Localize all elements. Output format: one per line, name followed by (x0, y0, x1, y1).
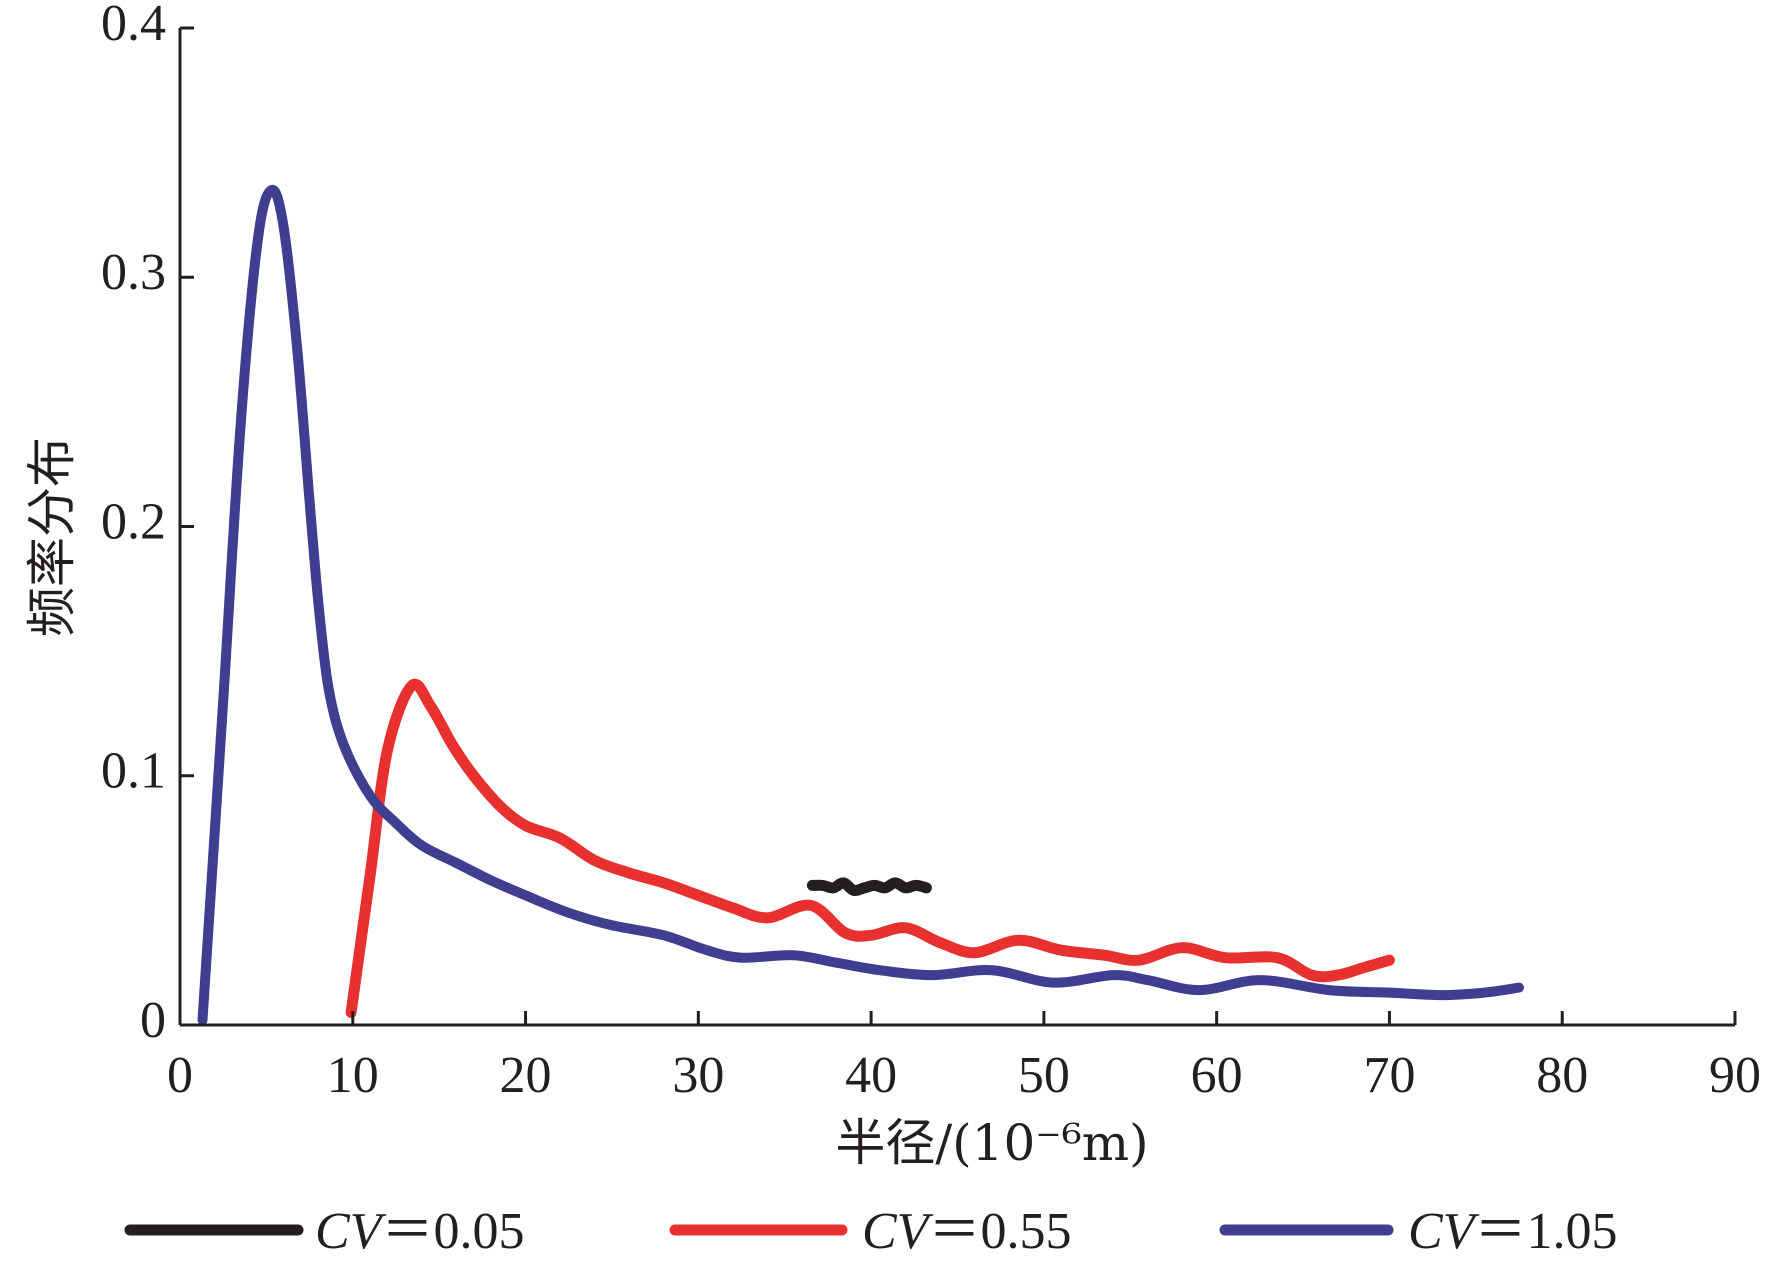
x-tick-label: 60 (1191, 1047, 1243, 1104)
legend: CV＝0.05 CV＝0.55 CV＝1.05 (124, 1203, 1617, 1260)
x-tick-label: 0 (167, 1047, 193, 1104)
legend-item: CV＝0.05 (124, 1203, 524, 1260)
legend-label: CV＝0.05 (315, 1203, 524, 1260)
series-line-1 (806, 877, 932, 897)
x-tick-label: 40 (845, 1047, 897, 1104)
x-tick-label: 20 (500, 1047, 552, 1104)
legend-item: CV＝0.55 (669, 1203, 1071, 1260)
legend-label: CV＝0.55 (862, 1203, 1071, 1260)
x-tick-label: 80 (1536, 1047, 1588, 1104)
y-tick-label: 0 (140, 992, 166, 1049)
y-tick-label: 0.1 (101, 743, 166, 800)
y-tick-label: 0.2 (101, 493, 166, 550)
x-tick-label: 30 (672, 1047, 724, 1104)
x-tick-label: 90 (1709, 1047, 1761, 1104)
series-line-3 (197, 184, 1524, 1025)
x-tick-label: 70 (1363, 1047, 1415, 1104)
legend-item: CV＝1.05 (1219, 1203, 1617, 1260)
x-tick-label: 10 (327, 1047, 379, 1104)
y-axis-title: 频率分布 (23, 437, 81, 637)
x-tick-label: 50 (1018, 1047, 1070, 1104)
axis-layer: 0 10 20 30 40 50 60 70 80 90 0 0.1 0.2 0.3 0.4 (101, 0, 1761, 1104)
x-axis-title: 半径/(10⁻⁶m) (835, 1114, 1148, 1172)
y-tick-label: 0.4 (101, 0, 166, 52)
legend-label: CV＝1.05 (1408, 1203, 1617, 1260)
series-line-2 (345, 678, 1395, 1018)
series-layer (197, 184, 1524, 1025)
y-tick-label: 0.3 (101, 244, 166, 301)
